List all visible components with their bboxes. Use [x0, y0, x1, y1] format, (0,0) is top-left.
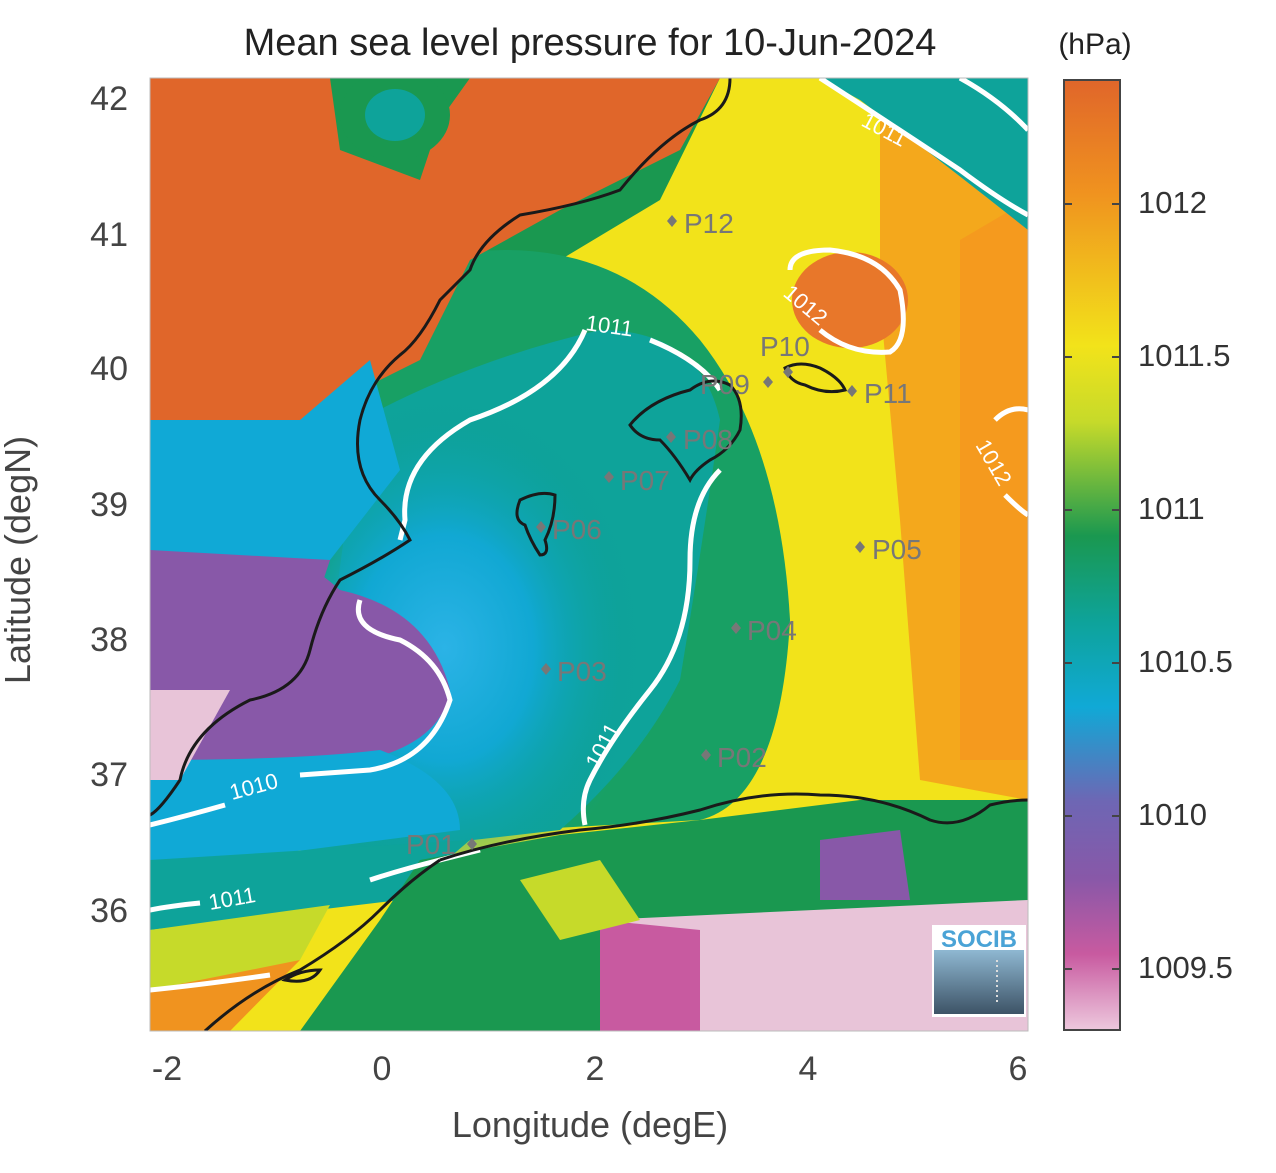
station-label: P11 [864, 378, 912, 409]
y-tick: 38 [90, 621, 128, 659]
station-marker [467, 838, 477, 850]
y-tick: 37 [90, 756, 128, 794]
station-marker [783, 366, 793, 378]
x-tick: 2 [585, 1050, 605, 1088]
stations: P01 P02 P03 P04 P05 P06 P07 P08 P09 P10 … [406, 208, 922, 860]
station-marker [536, 521, 546, 533]
y-axis-label-text: Latitude (degN) [0, 435, 38, 685]
colorbar [1063, 79, 1121, 1031]
x-tick: 0 [372, 1050, 392, 1088]
y-tick: 36 [90, 892, 128, 930]
x-axis-label: Longitude (degE) [451, 1104, 729, 1145]
station-marker [701, 749, 711, 761]
station-label: P08 [683, 424, 733, 455]
station-marker [667, 215, 677, 227]
station-marker [847, 385, 857, 397]
colorbar-tick: 1009.5 [1138, 950, 1233, 985]
x-tick: -2 [151, 1050, 183, 1088]
station-marker [604, 471, 614, 483]
colorbar-tick: 1010.5 [1138, 644, 1233, 679]
station-label: P04 [747, 615, 797, 646]
colorbar-unit: (hPa) [1058, 28, 1132, 61]
colorbar-tick: 1011.5 [1138, 338, 1231, 373]
station-label: P02 [717, 742, 767, 773]
station-label: P06 [552, 514, 602, 545]
y-tick: 42 [90, 80, 128, 118]
isobar-contours [150, 78, 1028, 993]
x-tick: 6 [1008, 1050, 1028, 1088]
station-label: P03 [557, 656, 607, 687]
station-label: P01 [406, 829, 456, 860]
station-label: P07 [620, 465, 670, 496]
map-title: Mean sea level pressure for 10-Jun-2024 [243, 22, 937, 64]
colorbar-tick: 1010 [1138, 797, 1207, 832]
station-label: P12 [684, 208, 734, 239]
station-label: P05 [872, 534, 922, 565]
station-marker [731, 622, 741, 634]
colorbar-tick: 1012 [1138, 185, 1207, 220]
socib-logo: SOCIB [932, 925, 1026, 1017]
colorbar-tick: 1011 [1138, 491, 1205, 526]
y-tick: 41 [90, 216, 128, 254]
station-label: P09 [700, 369, 750, 400]
x-tick: 4 [798, 1050, 818, 1088]
station-marker [763, 376, 773, 388]
coastlines [150, 78, 1028, 1031]
plot-frame [149, 77, 1029, 1032]
y-tick: 39 [90, 486, 128, 524]
logo-text: SOCIB [941, 926, 1017, 953]
y-tick: 40 [90, 350, 128, 388]
station-marker [855, 541, 865, 553]
station-marker [541, 663, 551, 675]
station-label: P10 [760, 331, 810, 362]
station-marker [666, 431, 676, 443]
